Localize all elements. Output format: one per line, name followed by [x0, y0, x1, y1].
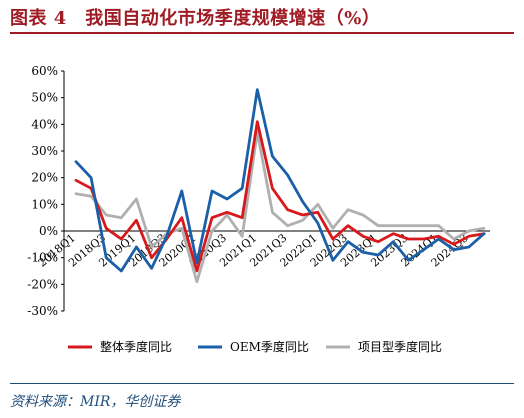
y-tick-label: 30%	[31, 144, 58, 158]
y-tick-label: 10%	[31, 197, 58, 211]
title-divider	[10, 32, 514, 34]
y-tick-label: 60%	[31, 64, 58, 78]
chart-axes: -30%-20%-10%0%10%20%30%40%50%60%2018Q120…	[27, 64, 490, 318]
y-tick-label: -20%	[27, 277, 58, 291]
series-line-1	[74, 120, 486, 273]
figure-title: 图表 4 我国自动化市场季度规模增速（%）	[10, 8, 381, 29]
source-note: 资料来源：MIR，华创证券	[10, 394, 181, 410]
chart-legend: 整体季度同比 OEM季度同比 项目型季度同比	[68, 339, 442, 354]
series-line-3	[74, 130, 486, 284]
legend-label: OEM季度同比	[230, 339, 309, 354]
chart-series	[74, 88, 486, 284]
y-tick-label: 0%	[39, 224, 58, 238]
y-tick-label: -30%	[27, 304, 58, 318]
y-tick-label: 20%	[31, 171, 58, 185]
source-divider	[10, 383, 514, 384]
y-tick-label: 50%	[31, 91, 58, 105]
line-chart: -30%-20%-10%0%10%20%30%40%50%60%2018Q120…	[27, 64, 490, 354]
legend-label: 项目型季度同比	[358, 339, 442, 354]
legend-label: 整体季度同比	[100, 339, 172, 354]
series-line-2	[74, 88, 486, 273]
y-tick-label: 40%	[31, 117, 58, 131]
y-tick-label: -10%	[27, 251, 58, 265]
